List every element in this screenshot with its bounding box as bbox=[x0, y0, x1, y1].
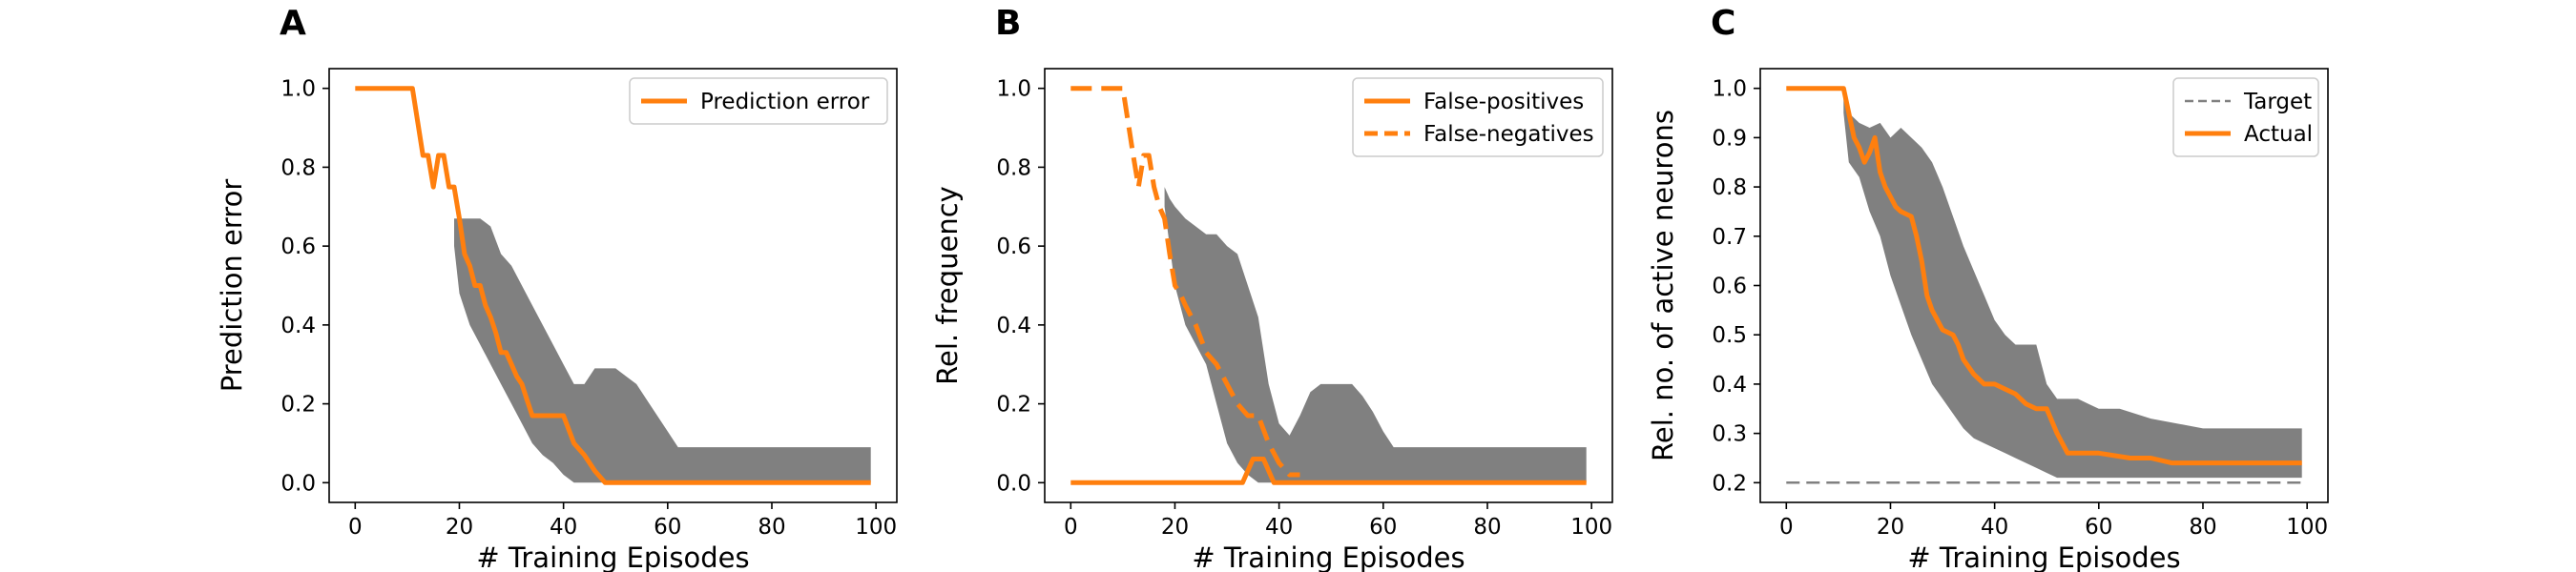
legend-box bbox=[1352, 77, 1604, 157]
x-tick-label: 40 bbox=[550, 515, 577, 540]
x-tick-label: 80 bbox=[758, 515, 785, 540]
y-tick-label: 0.0 bbox=[280, 471, 316, 496]
x-tick-label: 20 bbox=[1161, 515, 1189, 540]
y-tick-label: 0.0 bbox=[996, 471, 1031, 496]
panel-b: 0 20 40 60 80 100 0.0 0.2 0.4 0.6 0.8 1.0 # Training… bbox=[931, 4, 1613, 572]
x-tick-label: 0 bbox=[1779, 515, 1794, 540]
legend-box bbox=[2172, 77, 2319, 157]
legend: Target Actual bbox=[2172, 77, 2319, 157]
y-tick-label: 0.2 bbox=[1712, 471, 1747, 496]
y-tick-label: 0.4 bbox=[1712, 373, 1747, 398]
y-tick-label: 1.0 bbox=[1712, 77, 1747, 102]
series-line-1 bbox=[1070, 457, 1587, 485]
x-axis-label: # Training Episodes bbox=[1907, 541, 2180, 572]
x-tick-label: 40 bbox=[1981, 515, 2008, 540]
panel-c: 0 20 40 60 80 100 0.2 0.3 0.4 0.5 0.6 0.7 0.8 0.9 1.0 #… bbox=[1647, 4, 2329, 572]
y-tick-label: 0.6 bbox=[996, 235, 1031, 259]
x-tick-label: 100 bbox=[855, 515, 897, 540]
x-tick-label: 20 bbox=[1877, 515, 1904, 540]
y-tick-label: 0.3 bbox=[1712, 422, 1747, 447]
y-tick-label: 0.8 bbox=[280, 155, 316, 180]
legend: False-positives False-negatives bbox=[1352, 77, 1604, 157]
legend-label: Target bbox=[2243, 90, 2312, 114]
legend-label: False-positives bbox=[1423, 90, 1584, 114]
axes-frame bbox=[328, 68, 898, 503]
x-tick-label: 0 bbox=[1064, 515, 1078, 540]
x-tick-label: 40 bbox=[1265, 515, 1293, 540]
y-tick-label: 0.5 bbox=[1712, 323, 1747, 348]
x-tick-label: 100 bbox=[2286, 515, 2328, 540]
y-tick-label: 0.8 bbox=[996, 155, 1031, 180]
legend: Prediction error bbox=[629, 77, 888, 125]
legend-label: Actual bbox=[2244, 122, 2313, 147]
y-tick-label: 0.7 bbox=[1712, 225, 1747, 250]
panel-label: B bbox=[995, 4, 1021, 43]
y-tick-label: 0.2 bbox=[996, 393, 1031, 418]
y-tick-label: 0.4 bbox=[280, 314, 316, 338]
confidence-band bbox=[1843, 88, 2302, 479]
y-tick-label: 0.4 bbox=[996, 314, 1031, 338]
y-axis-label: Prediction error bbox=[216, 179, 248, 393]
confidence-band bbox=[454, 218, 871, 483]
y-tick-label: 0.6 bbox=[1712, 275, 1747, 299]
panel-label: C bbox=[1711, 4, 1735, 43]
x-axis-label: # Training Episodes bbox=[476, 541, 749, 572]
y-axis-label: Rel. frequency bbox=[931, 186, 964, 385]
legend-label: Prediction error bbox=[700, 90, 870, 114]
y-axis-label: Rel. no. of active neurons bbox=[1647, 110, 1679, 461]
x-tick-label: 60 bbox=[2085, 515, 2112, 540]
x-tick-label: 80 bbox=[2189, 515, 2216, 540]
y-tick-label: 1.0 bbox=[996, 77, 1031, 102]
axes-frame bbox=[1044, 68, 1613, 503]
x-tick-label: 60 bbox=[654, 515, 681, 540]
x-tick-label: 100 bbox=[1570, 515, 1612, 540]
series-line-2 bbox=[1070, 86, 1300, 478]
series-line-1 bbox=[355, 86, 871, 485]
series-line-2 bbox=[1786, 86, 2302, 466]
x-tick-label: 20 bbox=[446, 515, 473, 540]
x-tick-label: 60 bbox=[1369, 515, 1397, 540]
y-tick-label: 0.2 bbox=[280, 393, 316, 418]
panel-label: A bbox=[280, 4, 306, 43]
x-tick-label: 0 bbox=[348, 515, 363, 540]
y-tick-label: 0.8 bbox=[1712, 175, 1747, 200]
legend-label: False-negatives bbox=[1423, 122, 1594, 147]
y-tick-label: 1.0 bbox=[280, 77, 316, 102]
confidence-band bbox=[1164, 187, 1587, 483]
y-tick-label: 0.9 bbox=[1712, 126, 1747, 151]
y-tick-label: 0.6 bbox=[280, 235, 316, 259]
panel-a: 0 20 40 60 80 100 0.0 0.2 0.4 0.6 0.8 1.0 # Training… bbox=[216, 4, 898, 572]
x-axis-label: # Training Episodes bbox=[1192, 541, 1465, 572]
x-tick-label: 80 bbox=[1473, 515, 1501, 540]
legend-box bbox=[629, 77, 888, 125]
